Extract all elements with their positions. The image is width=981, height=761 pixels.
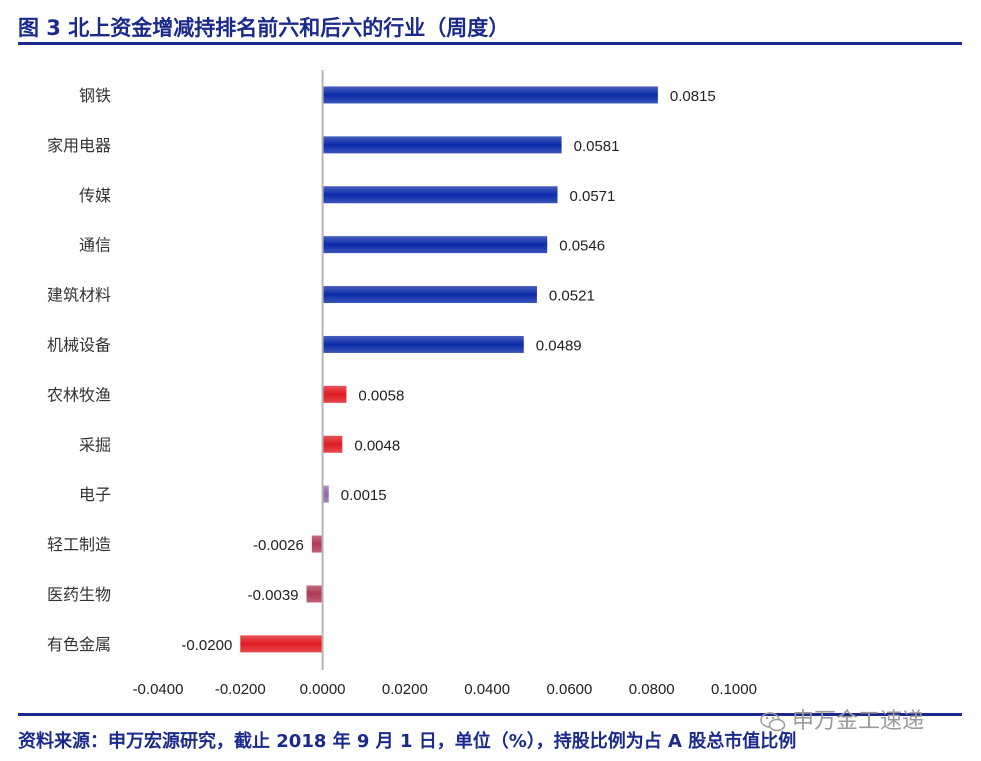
value-label: 0.0048 xyxy=(354,437,400,454)
value-label: 0.0058 xyxy=(358,387,404,404)
value-label: -0.0026 xyxy=(253,537,304,554)
x-tick-label: 0.0000 xyxy=(300,681,346,698)
chart-title: 图 3 北上资金增减持排名前六和后六的行业（周度） xyxy=(18,16,510,40)
category-label: 家用电器 xyxy=(47,136,111,155)
category-label: 建筑材料 xyxy=(47,286,111,305)
category-label: 钢铁 xyxy=(79,86,111,105)
value-label: 0.0015 xyxy=(341,487,387,504)
bar-采掘 xyxy=(322,435,343,453)
x-tick-label: -0.0400 xyxy=(133,681,184,698)
watermark: 申万金工速递 xyxy=(760,703,924,735)
x-tick-label: 0.0400 xyxy=(464,681,510,698)
value-label: 0.0546 xyxy=(559,238,605,255)
bar-机械设备 xyxy=(322,335,524,353)
value-label: 0.0581 xyxy=(574,138,620,155)
footer-divider xyxy=(18,713,962,716)
bar-轻工制造 xyxy=(311,535,323,553)
category-label: 通信 xyxy=(79,236,111,255)
bar-建筑材料 xyxy=(322,286,537,304)
category-label: 传媒 xyxy=(79,186,111,205)
value-label: 0.0489 xyxy=(536,337,582,354)
bar-钢铁 xyxy=(322,86,658,104)
x-tick-label: 0.0200 xyxy=(382,681,428,698)
wechat-icon xyxy=(760,712,786,732)
bar-医药生物 xyxy=(306,585,323,603)
source-note: 资料来源：申万宏源研究，截止 2018 年 9 月 1 日，单位（%），持股比例… xyxy=(18,731,797,752)
bar-通信 xyxy=(322,236,548,254)
category-label: 轻工制造 xyxy=(47,535,111,554)
value-label: 0.0521 xyxy=(549,288,595,305)
x-tick-label: 0.0800 xyxy=(629,681,675,698)
category-label: 电子 xyxy=(79,485,111,504)
bar-传媒 xyxy=(322,186,558,204)
x-tick-label: -0.0200 xyxy=(215,681,266,698)
bar-电子 xyxy=(322,485,329,503)
value-label: -0.0039 xyxy=(248,587,299,604)
category-label: 有色金属 xyxy=(47,635,111,654)
title-divider xyxy=(18,42,962,45)
category-label: 机械设备 xyxy=(47,335,111,354)
category-label: 医药生物 xyxy=(47,585,111,604)
category-label: 农林牧渔 xyxy=(47,385,111,404)
bar-家用电器 xyxy=(322,136,562,154)
value-label: 0.0571 xyxy=(569,188,615,205)
x-tick-label: 0.1000 xyxy=(711,681,757,698)
bar-有色金属 xyxy=(240,635,323,653)
watermark-text: 申万金工速递 xyxy=(792,709,925,734)
value-label: 0.0815 xyxy=(670,88,716,105)
value-label: -0.0200 xyxy=(181,637,232,654)
bar-农林牧渔 xyxy=(322,385,347,403)
x-tick-label: 0.0600 xyxy=(546,681,592,698)
category-label: 采掘 xyxy=(79,435,111,454)
